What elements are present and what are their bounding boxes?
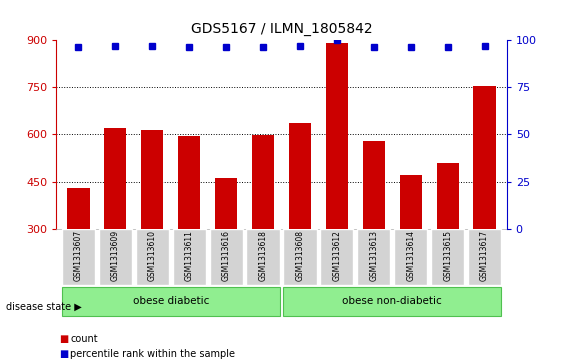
Text: ■: ■ [59,349,68,359]
Text: GSM1313613: GSM1313613 [369,230,378,281]
Bar [400,175,422,229]
Bar [247,229,280,285]
Bar [357,229,390,285]
Bar [62,287,280,316]
Bar [136,229,169,285]
Text: obese non-diabetic: obese non-diabetic [342,295,442,306]
Text: GSM1313610: GSM1313610 [148,230,157,281]
Bar [99,229,132,285]
Text: GSM1313607: GSM1313607 [74,230,83,281]
Bar [62,229,95,285]
Text: GSM1313609: GSM1313609 [111,230,120,281]
Bar [252,135,274,229]
Text: ■: ■ [59,334,68,344]
Text: GSM1313617: GSM1313617 [480,230,489,281]
Bar [173,229,206,285]
Bar [209,229,243,285]
Text: GSM1313611: GSM1313611 [185,230,194,281]
Text: GSM1313612: GSM1313612 [332,230,341,281]
Text: percentile rank within the sample: percentile rank within the sample [70,349,235,359]
Bar [283,287,501,316]
Bar [363,140,385,229]
Text: GSM1313615: GSM1313615 [443,230,452,281]
Text: count: count [70,334,98,344]
Text: disease state ▶: disease state ▶ [6,302,82,312]
Bar [431,229,464,285]
Text: obese diabetic: obese diabetic [132,295,209,306]
Bar [326,43,348,229]
Bar [468,229,501,285]
Bar [68,188,90,229]
Bar [436,163,459,229]
Bar [320,229,354,285]
Bar [215,178,237,229]
Text: GSM1313616: GSM1313616 [222,230,231,281]
Bar [283,229,316,285]
Bar [394,229,427,285]
Text: GSM1313618: GSM1313618 [258,230,267,281]
Text: GSM1313614: GSM1313614 [406,230,415,281]
Bar [473,86,495,229]
Title: GDS5167 / ILMN_1805842: GDS5167 / ILMN_1805842 [191,22,372,36]
Bar [289,123,311,229]
Bar [178,136,200,229]
Bar [141,130,163,229]
Bar [104,128,127,229]
Text: GSM1313608: GSM1313608 [296,230,305,281]
